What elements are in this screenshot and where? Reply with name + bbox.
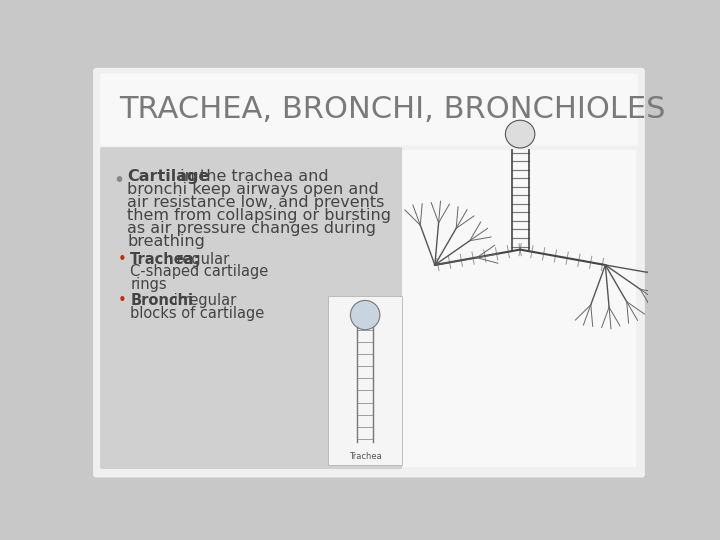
FancyBboxPatch shape bbox=[328, 296, 402, 465]
Text: •: • bbox=[118, 252, 127, 267]
Text: bronchi keep airways open and: bronchi keep airways open and bbox=[127, 182, 379, 197]
Ellipse shape bbox=[351, 300, 380, 330]
Text: breathing: breathing bbox=[127, 234, 205, 249]
Text: rings: rings bbox=[130, 276, 167, 292]
Text: Trachea: Trachea bbox=[348, 451, 382, 461]
Text: them from collapsing or bursting: them from collapsing or bursting bbox=[127, 208, 391, 223]
Text: Bronchi: Bronchi bbox=[130, 294, 193, 308]
FancyBboxPatch shape bbox=[100, 73, 638, 146]
FancyBboxPatch shape bbox=[93, 68, 645, 477]
Ellipse shape bbox=[505, 120, 535, 148]
FancyBboxPatch shape bbox=[402, 150, 636, 467]
Text: TRACHEA, BRONCHI, BRONCHIOLES: TRACHEA, BRONCHI, BRONCHIOLES bbox=[120, 95, 666, 124]
Text: •: • bbox=[113, 171, 125, 190]
Text: Trachea:: Trachea: bbox=[130, 252, 201, 267]
Text: •: • bbox=[118, 294, 127, 308]
Text: C-shaped cartilage: C-shaped cartilage bbox=[130, 264, 269, 279]
Text: Cartilage: Cartilage bbox=[127, 168, 210, 184]
Text: as air pressure changes during: as air pressure changes during bbox=[127, 221, 376, 236]
Text: blocks of cartilage: blocks of cartilage bbox=[130, 306, 264, 321]
FancyBboxPatch shape bbox=[100, 147, 402, 469]
Text: in the trachea and: in the trachea and bbox=[175, 168, 329, 184]
Text: air resistance low, and prevents: air resistance low, and prevents bbox=[127, 195, 384, 210]
Text: regular: regular bbox=[172, 252, 230, 267]
Text: : irregular: : irregular bbox=[164, 294, 237, 308]
